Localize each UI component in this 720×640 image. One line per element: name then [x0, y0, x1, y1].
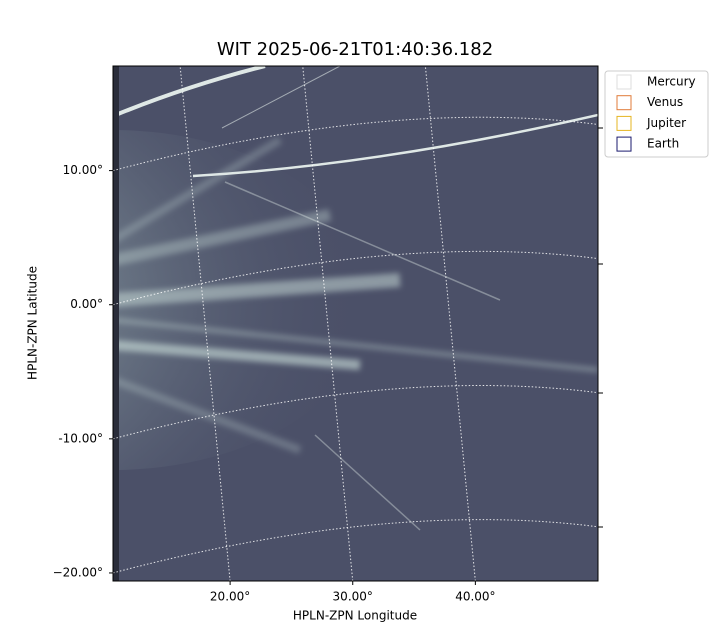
legend-label: Mercury: [647, 75, 696, 89]
grid-line: [302, 66, 354, 581]
grid-line: [424, 66, 476, 581]
grid-line: [113, 385, 598, 440]
legend-swatch: [616, 95, 632, 111]
image: [113, 66, 598, 581]
legend-label: Earth: [647, 137, 679, 151]
image-edge: [113, 66, 119, 581]
legend-swatch: [616, 74, 632, 90]
y-tick-label: -10.00°: [58, 431, 103, 445]
legend-label: Jupiter: [646, 116, 686, 130]
grid-line: [113, 116, 598, 172]
legend-swatch: [616, 115, 632, 131]
x-tick-label: 30.00°: [333, 590, 373, 604]
plot-frame: [112, 65, 599, 582]
grid-line: [179, 66, 231, 581]
streamers: [113, 136, 598, 454]
legend-label: Venus: [647, 95, 683, 109]
x-tick-label: 20.00°: [210, 590, 250, 604]
legend-swatch: [616, 136, 632, 152]
y-tick-label: −20.00°: [53, 565, 103, 579]
grid-line: [113, 250, 598, 306]
chart-title: WIT 2025-06-21T01:40:36.182: [217, 39, 493, 60]
x-tick-label: 40.00°: [455, 590, 495, 604]
right-ticks: [598, 127, 603, 528]
y-tick-label: 10.00°: [63, 163, 103, 177]
y-tick-label: 0.00°: [70, 297, 103, 311]
x-axis-label: HPLN-ZPN Longitude: [293, 609, 417, 623]
grid-line: [113, 519, 598, 574]
legend: Mercury Venus Jupiter Earth: [604, 70, 709, 158]
streaks: [117, 66, 598, 531]
y-axis-label: HPLN-ZPN Latitude: [26, 266, 40, 380]
grid: [113, 66, 598, 581]
legend-frame: [604, 70, 709, 158]
